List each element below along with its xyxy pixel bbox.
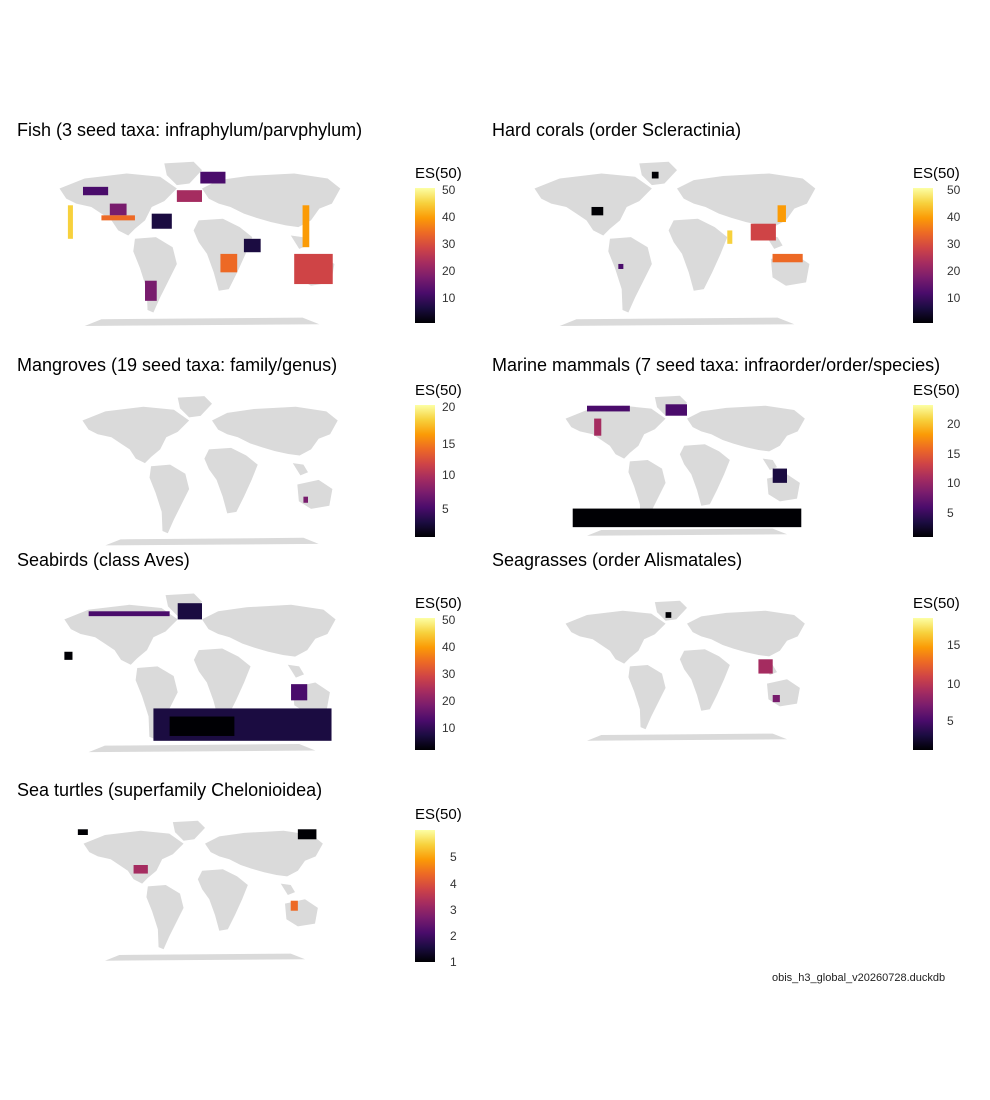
legend-tick-label: 15 — [947, 638, 961, 652]
world-map — [82, 396, 338, 546]
richness-cells — [67, 171, 333, 301]
color-scale-bar — [913, 188, 933, 323]
map-panel-seabirds: Seabirds (class Aves) ES(50) 50 40 30 20… — [0, 545, 475, 765]
legend-title: ES(50) — [415, 165, 462, 182]
legend-title: ES(50) — [415, 595, 462, 612]
legend-tick-label: 5 — [442, 502, 449, 516]
world-map — [565, 395, 805, 536]
legend-tick-label: 30 — [442, 667, 456, 681]
map-panel-sea-turtles: Sea turtles (superfamily Chelonioidea) E… — [0, 770, 475, 975]
world-map — [64, 593, 336, 753]
map-panel-marine-mammals: Marine mammals (7 seed taxa: infraorder/… — [475, 350, 990, 550]
legend-tick-label: 5 — [450, 850, 457, 864]
richness-cells — [591, 171, 803, 269]
color-scale-bar — [415, 405, 435, 537]
world-map — [77, 820, 323, 961]
panel-title: Hard corals (order Scleractinia) — [492, 120, 742, 140]
legend-tick-label: 40 — [442, 640, 456, 654]
legend-title: ES(50) — [913, 595, 960, 612]
legend-title: ES(50) — [415, 382, 462, 399]
legend-tick-label: 30 — [947, 237, 961, 251]
legend-title: ES(50) — [913, 382, 960, 399]
legend-tick-label: 10 — [947, 291, 961, 305]
legend-tick-label: 10 — [442, 468, 456, 482]
legend-title: ES(50) — [415, 806, 462, 823]
color-scale-bar — [415, 188, 435, 323]
world-map — [565, 600, 805, 741]
richness-cells — [64, 603, 332, 741]
richness-cells — [77, 829, 317, 911]
legend-tick-label: 5 — [947, 714, 954, 728]
legend-tick-label: 10 — [947, 476, 961, 490]
color-scale-bar — [913, 405, 933, 537]
world-map — [59, 161, 341, 326]
panel-title: Sea turtles (superfamily Chelonioidea) — [17, 780, 323, 800]
legend-tick-label: 20 — [442, 264, 456, 278]
source-caption: obis_h3_global_v20260728.duckdb — [772, 972, 946, 984]
legend-tick-label: 2 — [450, 929, 457, 943]
panel-title: Marine mammals (7 seed taxa: infraorder/… — [492, 355, 941, 375]
richness-cells — [572, 404, 802, 528]
legend-tick-label: 15 — [947, 447, 961, 461]
legend-tick-label: 15 — [442, 437, 456, 451]
richness-cells — [665, 612, 780, 703]
legend-tick-label: 20 — [947, 264, 961, 278]
legend-tick-label: 10 — [947, 677, 961, 691]
panel-title: Seagrasses (order Alismatales) — [492, 550, 743, 570]
legend-tick-label: 20 — [947, 417, 961, 431]
map-panel-fish: Fish (3 seed taxa: infraphylum/parvphylu… — [0, 115, 475, 335]
legend-tick-label: 50 — [442, 613, 456, 627]
color-scale-bar — [913, 618, 933, 750]
map-panel-seagrasses: Seagrasses (order Alismatales) ES(50) 15… — [475, 545, 990, 765]
legend-tick-label: 50 — [442, 183, 456, 197]
world-map — [534, 161, 816, 326]
legend-tick-label: 40 — [442, 210, 456, 224]
legend-tick-label: 40 — [947, 210, 961, 224]
panel-title: Mangroves (19 seed taxa: family/genus) — [17, 355, 338, 375]
legend-tick-label: 20 — [442, 694, 456, 708]
legend-tick-label: 3 — [450, 903, 457, 917]
legend-tick-label: 10 — [442, 291, 456, 305]
legend-tick-label: 20 — [442, 400, 456, 414]
panel-title: Seabirds (class Aves) — [17, 550, 190, 570]
legend-title: ES(50) — [913, 165, 960, 182]
legend-tick-label: 30 — [442, 237, 456, 251]
legend-tick-label: 5 — [947, 506, 954, 520]
legend-tick-label: 50 — [947, 183, 961, 197]
panel-title: Fish (3 seed taxa: infraphylum/parvphylu… — [17, 120, 363, 140]
color-scale-bar — [415, 618, 435, 750]
map-panel-mangroves: Mangroves (19 seed taxa: family/genus) E… — [0, 350, 475, 550]
legend-tick-label: 10 — [442, 721, 456, 735]
legend-tick-label: 1 — [450, 955, 457, 969]
richness-cells — [303, 496, 308, 503]
legend-tick-label: 4 — [450, 877, 457, 891]
map-panel-hard-corals: Hard corals (order Scleractinia) ES(50) … — [475, 115, 990, 335]
color-scale-bar — [415, 830, 435, 962]
